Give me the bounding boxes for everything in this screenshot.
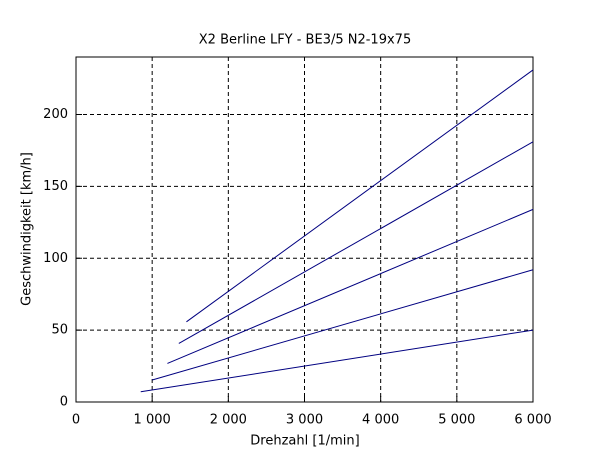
y-tick-label: 50 [51,323,68,338]
x-tick-label: 1 000 [134,413,171,428]
line-series [178,141,534,344]
line-series [167,208,534,364]
line-series [140,329,534,393]
chart-title: X2 Berline LFY - BE3/5 N2-19x75 [199,33,411,48]
x-tick-label: 4 000 [362,413,399,428]
x-axis-label: Drehzahl [1/min] [250,434,359,449]
plot-frame [75,56,534,403]
x-tick-label: 0 [72,413,80,428]
x-tick-label: 2 000 [210,413,247,428]
y-tick-label: 200 [43,107,68,122]
x-tick-label: 6 000 [514,413,551,428]
x-tick-label: 5 000 [438,413,475,428]
x-tick-label: 3 000 [286,413,323,428]
y-axis-label: Geschwindigkeit [km/h] [20,152,35,306]
line-series [152,269,534,381]
line-series [186,69,534,323]
y-tick-label: 100 [43,251,68,266]
y-tick-label: 0 [60,395,68,410]
y-tick-label: 150 [43,179,68,194]
